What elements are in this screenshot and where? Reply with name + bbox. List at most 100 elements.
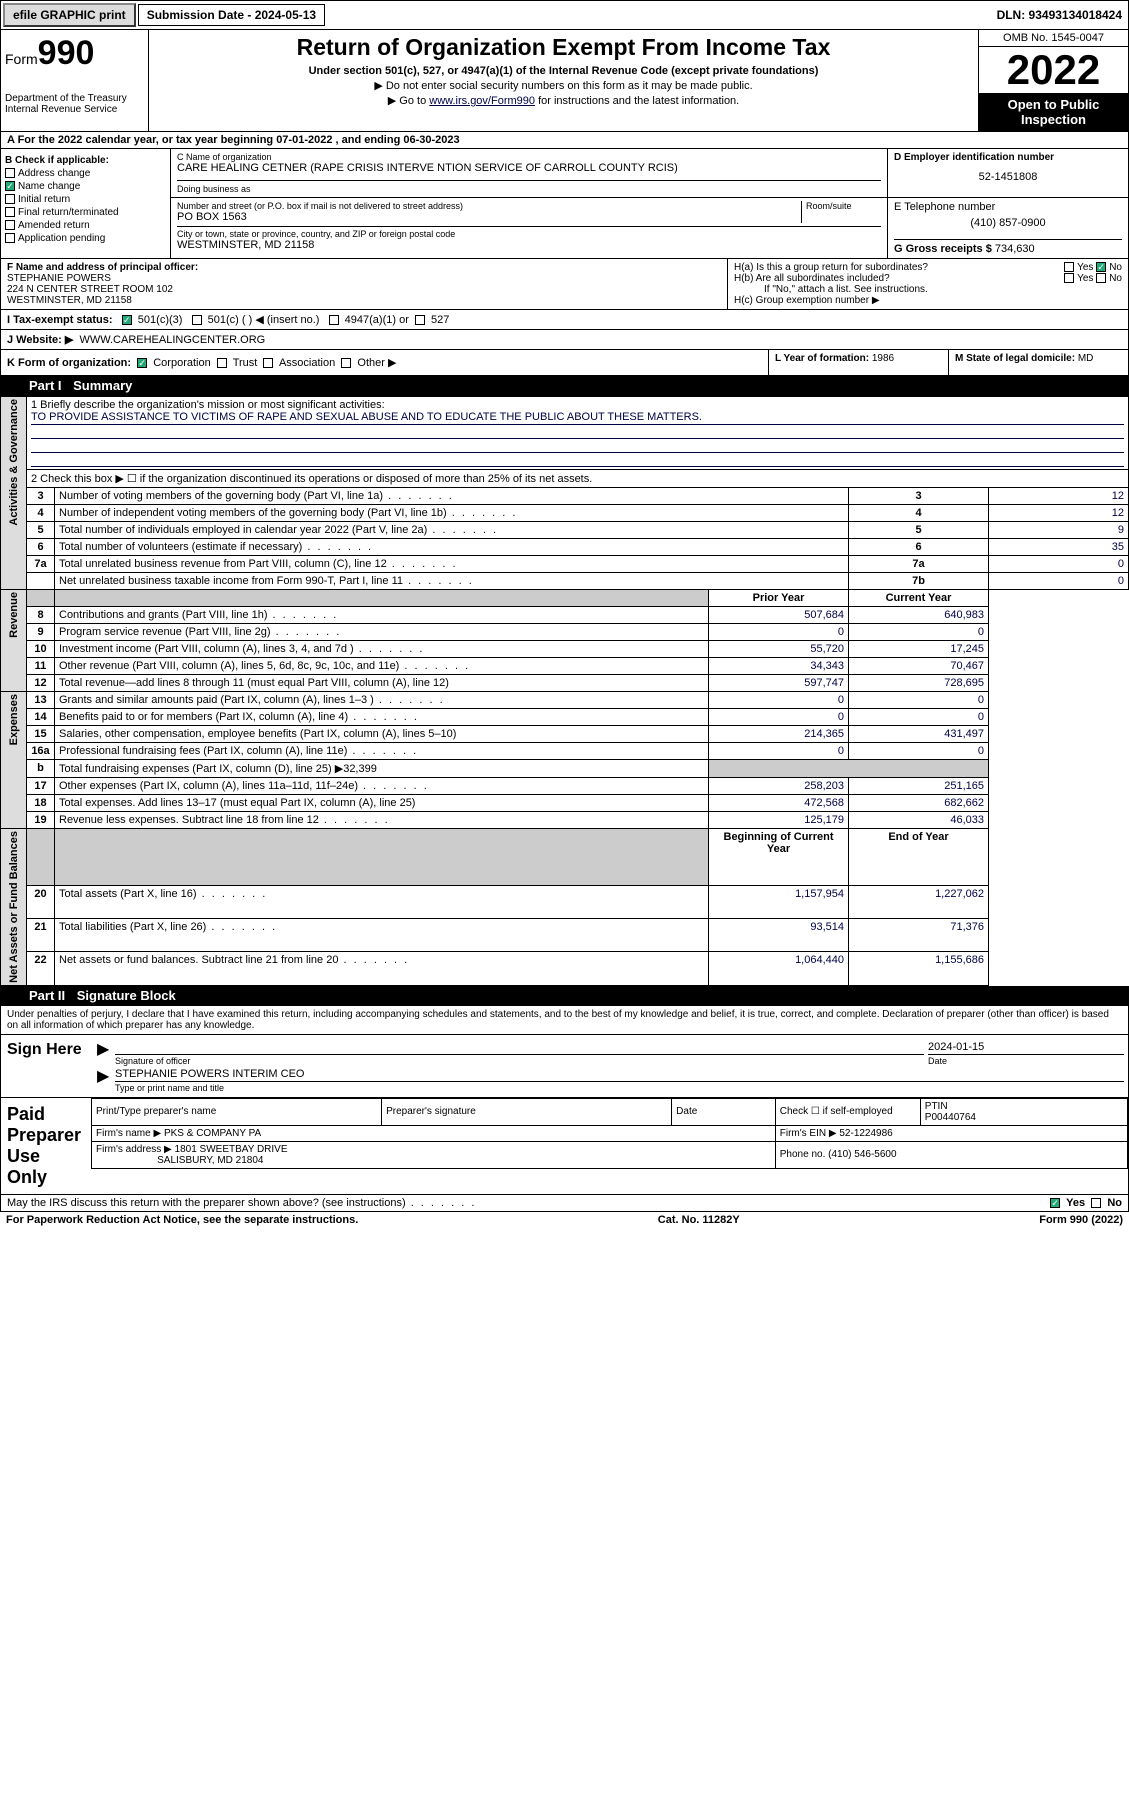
- header-left: Form990 Department of the Treasury Inter…: [1, 30, 149, 131]
- section-b-label: B Check if applicable:: [5, 155, 166, 166]
- section-c-wrap: C Name of organization CARE HEALING CETN…: [171, 149, 1128, 258]
- firm-phone-label: Phone no.: [780, 1149, 826, 1160]
- prep-name-label: Print/Type preparer's name: [92, 1098, 382, 1125]
- part-2-label: Part II: [29, 988, 73, 1003]
- chk-name-change[interactable]: Name change: [5, 181, 166, 192]
- part-2-title: Signature Block: [77, 988, 176, 1003]
- vlabel-net-assets: Net Assets or Fund Balances: [8, 831, 20, 983]
- signature-block: Under penalties of perjury, I declare th…: [0, 1006, 1129, 1195]
- exp-line-16a: 16aProfessional fundraising fees (Part I…: [1, 743, 1129, 760]
- form-ref: Form 990 (2022): [1039, 1214, 1123, 1226]
- section-k: K Form of organization: Corporation Trus…: [1, 350, 768, 375]
- gov-line-3: 3Number of voting members of the governi…: [1, 488, 1129, 505]
- chk-discuss-yes[interactable]: [1050, 1198, 1060, 1208]
- preparer-table: Print/Type preparer's name Preparer's si…: [91, 1098, 1128, 1169]
- ptin-value: P00440764: [925, 1112, 976, 1123]
- officer-signature-line[interactable]: ▶: [115, 1041, 924, 1055]
- na-line-22: 22Net assets or fund balances. Subtract …: [1, 952, 1129, 985]
- section-d: D Employer identification number 52-1451…: [888, 149, 1128, 197]
- chk-final-return[interactable]: Final return/terminated: [5, 207, 166, 218]
- ein-value: 52-1451808: [894, 171, 1122, 183]
- rev-hdr-blank2: [55, 590, 709, 607]
- q1-blank3: [31, 453, 1124, 467]
- chk-application-pending[interactable]: Application pending: [5, 233, 166, 244]
- section-c-address: Number and street (or P.O. box if mail i…: [171, 198, 888, 258]
- section-fh: F Name and address of principal officer:…: [0, 259, 1129, 310]
- omb-number: OMB No. 1545-0047: [979, 30, 1128, 47]
- tax-year: 2022: [979, 47, 1128, 93]
- prep-sig-label: Preparer's signature: [382, 1098, 672, 1125]
- efile-print-button[interactable]: efile GRAPHIC print: [3, 3, 136, 27]
- vlabel-activities: Activities & Governance: [8, 399, 20, 526]
- rev-line-11: 11Other revenue (Part VIII, column (A), …: [1, 658, 1129, 675]
- chk-discuss-no[interactable]: [1091, 1198, 1101, 1208]
- mission-cell: 1 Briefly describe the organization's mi…: [27, 397, 1129, 470]
- sign-here-fields: ▶ Signature of officer 2024-01-15 Date ▶…: [91, 1035, 1128, 1097]
- q1-blank1: [31, 425, 1124, 439]
- q1-value: TO PROVIDE ASSISTANCE TO VICTIMS OF RAPE…: [31, 411, 1124, 425]
- firm-addr-label: Firm's address ▶: [96, 1144, 172, 1155]
- na-line-21: 21Total liabilities (Part X, line 26)93,…: [1, 919, 1129, 952]
- prep-self-employed[interactable]: Check ☐ if self-employed: [775, 1098, 920, 1125]
- h-a-no: No: [1109, 262, 1122, 273]
- chk-corporation[interactable]: [137, 358, 147, 368]
- rev-line-10: 10Investment income (Part VIII, column (…: [1, 641, 1129, 658]
- chk-amended-return[interactable]: Amended return: [5, 220, 166, 231]
- submission-date: Submission Date - 2024-05-13: [138, 4, 325, 26]
- hdr-begin-year: Beginning of Current Year: [709, 829, 849, 886]
- chk-address-change[interactable]: Address change: [5, 168, 166, 179]
- form-org-label: K Form of organization:: [7, 357, 131, 369]
- section-m: M State of legal domicile: MD: [948, 350, 1128, 375]
- chk-501c3[interactable]: [122, 315, 132, 325]
- firm-name-label: Firm's name ▶: [96, 1128, 161, 1139]
- form-header: Form990 Department of the Treasury Inter…: [0, 30, 1129, 132]
- chk-initial-return[interactable]: Initial return: [5, 194, 166, 205]
- row-a-tax-year: A For the 2022 calendar year, or tax yea…: [0, 132, 1129, 149]
- gross-receipts-label: G Gross receipts $: [894, 243, 992, 255]
- gov-line-5: 5Total number of individuals employed in…: [1, 522, 1129, 539]
- discuss-yes: Yes: [1066, 1197, 1085, 1209]
- hdr-prior-year: Prior Year: [709, 590, 849, 607]
- section-eg: E Telephone number (410) 857-0900 G Gros…: [888, 198, 1128, 258]
- officer-name-label: Type or print name and title: [115, 1083, 1124, 1093]
- chk-501c[interactable]: [192, 315, 202, 325]
- form-title: Return of Organization Exempt From Incom…: [157, 34, 970, 61]
- firm-ein-label: Firm's EIN ▶: [780, 1128, 837, 1139]
- opt-501c: 501(c) ( ) ◀ (insert no.): [208, 314, 320, 326]
- officer-addr1: 224 N CENTER STREET ROOM 102: [7, 284, 173, 295]
- state-domicile-value: MD: [1078, 353, 1094, 364]
- na-line-20: 20Total assets (Part X, line 16)1,157,95…: [1, 885, 1129, 918]
- row-j: J Website: ▶ WWW.CAREHEALINGCENTER.ORG: [0, 330, 1129, 350]
- summary-table: Activities & Governance 1 Briefly descri…: [0, 396, 1129, 986]
- sig-date-label: Date: [928, 1056, 1124, 1066]
- part-2-header: Part II Signature Block: [0, 986, 1129, 1006]
- chk-trust[interactable]: [217, 358, 227, 368]
- vlabel-expenses: Expenses: [8, 694, 20, 745]
- opt-corporation: Corporation: [153, 357, 210, 369]
- gov-line-7b: Net unrelated business taxable income fr…: [1, 573, 1129, 590]
- note2-post: for instructions and the latest informat…: [535, 95, 739, 107]
- vlabel-revenue: Revenue: [8, 592, 20, 638]
- discuss-no: No: [1107, 1197, 1122, 1209]
- irs-link[interactable]: www.irs.gov/Form990: [429, 95, 535, 107]
- firm-phone-value: (410) 546-5600: [828, 1149, 896, 1160]
- ein-label: D Employer identification number: [894, 152, 1122, 163]
- chk-4947[interactable]: [329, 315, 339, 325]
- chk-other[interactable]: [341, 358, 351, 368]
- footer-discuss: May the IRS discuss this return with the…: [0, 1195, 1129, 1212]
- opt-4947: 4947(a)(1) or: [345, 314, 409, 326]
- sig-declaration: Under penalties of perjury, I declare th…: [1, 1006, 1128, 1034]
- opt-trust: Trust: [233, 357, 258, 369]
- opt-association: Association: [279, 357, 335, 369]
- exp-line-15: 15Salaries, other compensation, employee…: [1, 726, 1129, 743]
- chk-527[interactable]: [415, 315, 425, 325]
- paperwork-notice: For Paperwork Reduction Act Notice, see …: [6, 1214, 358, 1226]
- firm-addr1: 1801 SWEETBAY DRIVE: [175, 1144, 288, 1155]
- exp-line-18: 18Total expenses. Add lines 13–17 (must …: [1, 795, 1129, 812]
- q1-label: 1 Briefly describe the organization's mi…: [31, 399, 1124, 411]
- firm-addr2: SALISBURY, MD 21804: [157, 1155, 263, 1166]
- chk-association[interactable]: [263, 358, 273, 368]
- form-number: Form990: [5, 34, 144, 73]
- section-h: H(a) Is this a group return for subordin…: [728, 259, 1128, 309]
- rev-line-12: 12Total revenue—add lines 8 through 11 (…: [1, 675, 1129, 692]
